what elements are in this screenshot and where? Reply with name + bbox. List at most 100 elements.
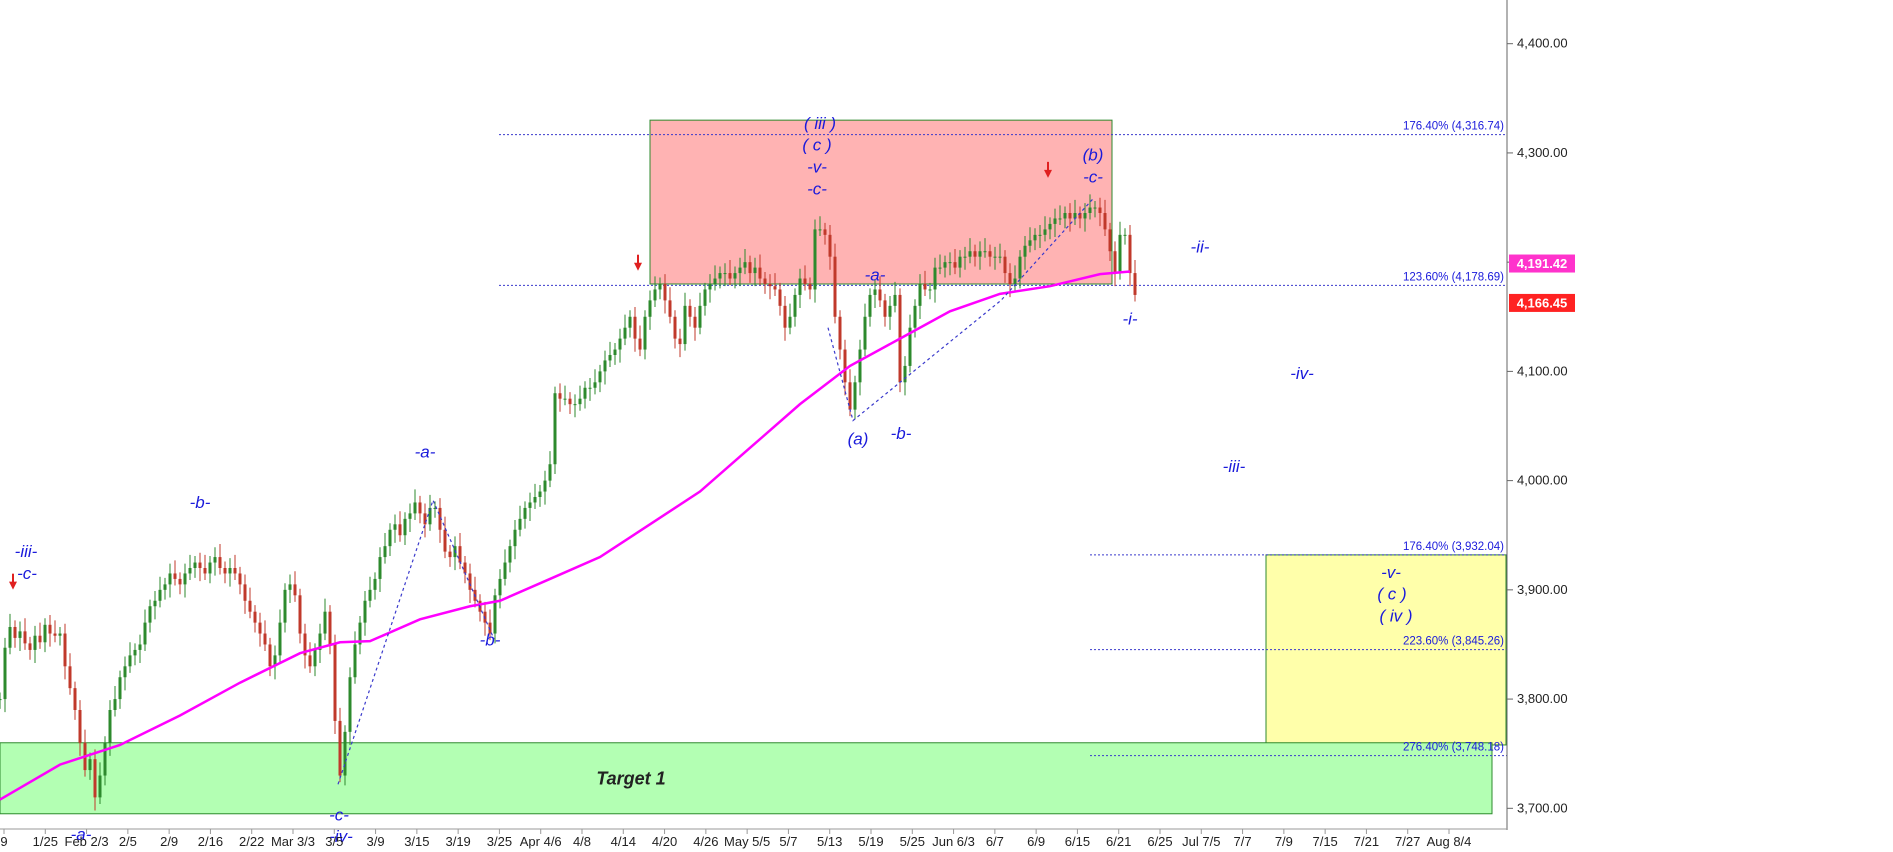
candle-body xyxy=(28,643,32,650)
candle-body xyxy=(68,666,72,689)
wave-trendline xyxy=(827,198,1094,422)
wave-label: -iv- xyxy=(1290,364,1314,383)
candle-body xyxy=(323,611,327,634)
wave-label: -i- xyxy=(1122,309,1137,328)
x-tick-label: 5/13 xyxy=(817,834,842,849)
candle-body xyxy=(158,589,162,601)
candle-body xyxy=(673,316,677,339)
x-tick-label: 6/9 xyxy=(1027,834,1045,849)
wave-label: -c- xyxy=(1083,167,1103,186)
candle-body xyxy=(533,497,537,503)
candle-body xyxy=(38,635,42,643)
candle-body xyxy=(403,518,407,536)
wave-label: -c- xyxy=(807,179,827,198)
down-arrow-head-icon xyxy=(634,262,642,271)
y-tick-label: 4,100.00 xyxy=(1517,363,1568,378)
candle-body xyxy=(1078,213,1082,219)
candle-body xyxy=(1128,234,1132,274)
candle-body xyxy=(248,600,252,612)
candle-body xyxy=(188,568,192,574)
candle-body xyxy=(1033,234,1037,241)
candle-body xyxy=(88,759,92,771)
candle-body xyxy=(518,518,522,530)
candle-body xyxy=(743,262,747,268)
candle-body xyxy=(358,622,362,645)
candle-body xyxy=(118,677,122,700)
candle-body xyxy=(1008,273,1012,284)
zone-target-1 xyxy=(0,742,1493,815)
x-tick-label: 2/16 xyxy=(198,834,223,849)
candle-body xyxy=(678,338,682,345)
candle-body xyxy=(618,338,622,350)
candle-body xyxy=(828,234,832,257)
wave-label: -a- xyxy=(865,266,886,285)
candle-body xyxy=(278,622,282,656)
candle-body xyxy=(58,633,62,636)
candle-body xyxy=(573,404,577,406)
candle-body xyxy=(513,529,517,547)
candle-body xyxy=(303,633,307,656)
candle-body xyxy=(103,742,107,776)
fib-label: 176.40% (3,932.04) xyxy=(1403,541,1504,553)
candle-body xyxy=(123,666,127,678)
down-arrow-head-icon xyxy=(1044,169,1052,178)
candle-body xyxy=(703,289,707,306)
candles-layer xyxy=(0,194,1137,811)
candle-body xyxy=(893,294,897,306)
candle-body xyxy=(468,573,472,590)
x-tick-label: Feb 2/3 xyxy=(65,834,109,849)
candle-body xyxy=(953,262,957,268)
candle-body xyxy=(1028,240,1032,246)
candle-body xyxy=(848,382,852,410)
fib-lines-layer xyxy=(499,134,1507,757)
candle-body xyxy=(973,251,977,257)
y-tick-label: 3,800.00 xyxy=(1517,691,1568,706)
candle-body xyxy=(1088,207,1092,213)
zones-layer: Target 1 xyxy=(0,119,1507,815)
candle-body xyxy=(588,387,592,389)
candle-body xyxy=(888,305,892,317)
x-tick-label: 7/27 xyxy=(1395,834,1420,849)
candle-body xyxy=(813,229,817,290)
candle-body xyxy=(238,573,242,585)
candle-body xyxy=(958,256,962,268)
candle-body xyxy=(633,316,637,339)
candle-body xyxy=(23,631,27,644)
candle-body xyxy=(418,502,422,514)
candle-body xyxy=(968,251,972,257)
candle-body xyxy=(1113,251,1117,274)
bottom-axis: 9 1/25 Feb 2/3 2/5 2/9 2/16 2/22 Mar 3/3 3/5 3/9 3… xyxy=(0,828,1507,849)
candle-body xyxy=(213,557,217,563)
candle-body xyxy=(503,562,507,579)
x-tick-label: 4/20 xyxy=(652,834,677,849)
candle-body xyxy=(783,305,787,328)
candle-body xyxy=(818,229,822,231)
candle-body xyxy=(1073,213,1077,219)
wave-label: -c- xyxy=(329,805,349,824)
candle-body xyxy=(413,502,417,514)
candle-body xyxy=(98,775,102,798)
candle-body xyxy=(318,633,322,650)
candle-body xyxy=(883,300,887,317)
candle-body xyxy=(423,513,427,525)
candle-body xyxy=(1133,273,1137,295)
wave-label: (a) xyxy=(848,430,869,449)
candle-body xyxy=(528,502,532,508)
candle-body xyxy=(458,546,462,563)
candle-body xyxy=(193,562,197,568)
wave-label: -v- xyxy=(807,158,827,177)
candle-body xyxy=(538,491,542,497)
candle-body xyxy=(338,720,342,776)
candle-body xyxy=(333,644,337,721)
fib-label: 276.40% (3,748.18) xyxy=(1403,742,1504,754)
x-tick-label: 2/5 xyxy=(119,834,137,849)
candle-body xyxy=(523,507,527,519)
candle-body xyxy=(153,600,157,607)
x-tick-label: 5/25 xyxy=(900,834,925,849)
wave-label: -b- xyxy=(190,493,211,512)
candle-body xyxy=(778,289,782,306)
y-tick-label: 4,000.00 xyxy=(1517,473,1568,488)
candle-body xyxy=(368,589,372,601)
candle-body xyxy=(48,624,52,634)
x-tick-label: 7/7 xyxy=(1234,834,1252,849)
